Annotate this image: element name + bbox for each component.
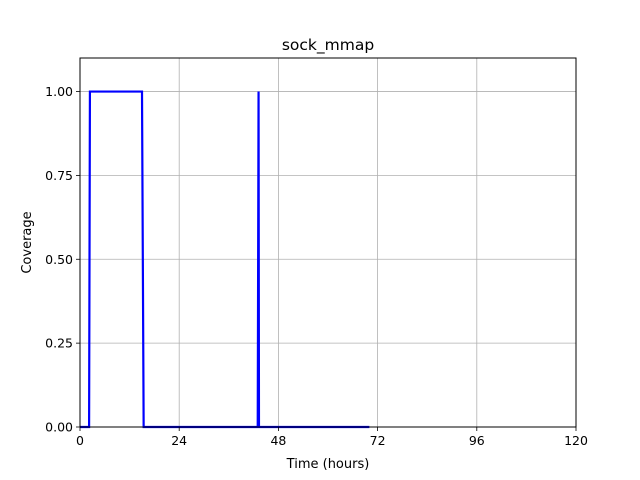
y-tick-label: 1.00: [45, 84, 73, 99]
x-tick-label: 24: [171, 433, 187, 448]
x-axis: 0 24 48 72 96 120: [76, 427, 588, 448]
y-tick-label: 0.75: [45, 168, 73, 183]
x-tick-label: 0: [76, 433, 84, 448]
y-tick-label: 0.50: [45, 252, 73, 267]
x-tick-label: 48: [270, 433, 286, 448]
plot-frame: [79, 57, 577, 428]
y-axis-label: Coverage: [20, 211, 35, 273]
x-tick-label: 120: [564, 433, 588, 448]
y-tick-label: 0.25: [45, 336, 73, 351]
x-axis-label: Time (hours): [286, 457, 370, 472]
x-tick-label: 96: [469, 433, 485, 448]
x-tick-label: 72: [370, 433, 386, 448]
chart-title: sock_mmap: [282, 36, 374, 55]
y-axis: 0.00 0.25 0.50 0.75 1.00: [45, 84, 80, 435]
y-tick-label: 0.00: [45, 420, 73, 435]
